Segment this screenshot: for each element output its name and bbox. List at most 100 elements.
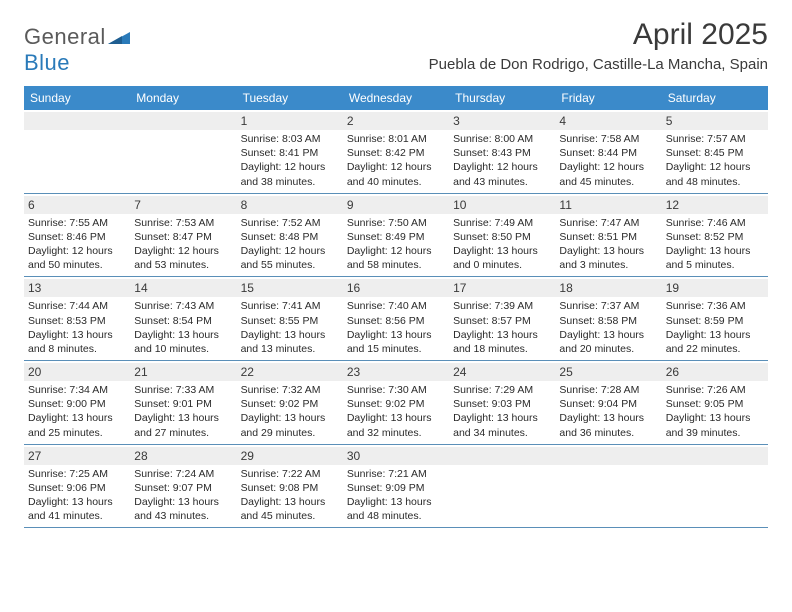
day-number: 3 bbox=[449, 112, 555, 130]
day-number: 11 bbox=[555, 196, 661, 214]
daylight-line-1: Daylight: 13 hours bbox=[347, 328, 445, 342]
daylight-line-2: and 13 minutes. bbox=[241, 342, 339, 356]
weeks-container: 1Sunrise: 8:03 AMSunset: 8:41 PMDaylight… bbox=[24, 110, 768, 528]
day-cell: 7Sunrise: 7:53 AMSunset: 8:47 PMDaylight… bbox=[130, 194, 236, 277]
sunrise-line: Sunrise: 7:37 AM bbox=[559, 299, 657, 313]
daylight-line-2: and 55 minutes. bbox=[241, 258, 339, 272]
sunrise-line: Sunrise: 7:43 AM bbox=[134, 299, 232, 313]
sunrise-line: Sunrise: 7:36 AM bbox=[666, 299, 764, 313]
day-cell-empty bbox=[555, 445, 661, 528]
sunset-line: Sunset: 8:46 PM bbox=[28, 230, 126, 244]
daylight-line-2: and 48 minutes. bbox=[347, 509, 445, 523]
day-number: 8 bbox=[237, 196, 343, 214]
sunrise-line: Sunrise: 7:25 AM bbox=[28, 467, 126, 481]
sunrise-line: Sunrise: 7:32 AM bbox=[241, 383, 339, 397]
daylight-line-1: Daylight: 13 hours bbox=[666, 328, 764, 342]
daylight-line-1: Daylight: 13 hours bbox=[347, 495, 445, 509]
sunrise-line: Sunrise: 8:03 AM bbox=[241, 132, 339, 146]
daylight-line-2: and 3 minutes. bbox=[559, 258, 657, 272]
weekday-header-row: SundayMondayTuesdayWednesdayThursdayFrid… bbox=[24, 86, 768, 110]
month-title: April 2025 bbox=[429, 18, 768, 52]
weekday-header: Sunday bbox=[24, 86, 130, 110]
sunset-line: Sunset: 8:53 PM bbox=[28, 314, 126, 328]
daylight-line-1: Daylight: 13 hours bbox=[666, 244, 764, 258]
title-block: April 2025 Puebla de Don Rodrigo, Castil… bbox=[429, 18, 768, 73]
day-cell: 29Sunrise: 7:22 AMSunset: 9:08 PMDayligh… bbox=[237, 445, 343, 528]
weekday-header: Monday bbox=[130, 86, 236, 110]
sunrise-line: Sunrise: 7:40 AM bbox=[347, 299, 445, 313]
week-row: 27Sunrise: 7:25 AMSunset: 9:06 PMDayligh… bbox=[24, 445, 768, 529]
weekday-header: Wednesday bbox=[343, 86, 449, 110]
daylight-line-2: and 18 minutes. bbox=[453, 342, 551, 356]
sunrise-line: Sunrise: 7:28 AM bbox=[559, 383, 657, 397]
sunset-line: Sunset: 9:07 PM bbox=[134, 481, 232, 495]
sunrise-line: Sunrise: 7:24 AM bbox=[134, 467, 232, 481]
sunset-line: Sunset: 8:57 PM bbox=[453, 314, 551, 328]
day-number: 13 bbox=[24, 279, 130, 297]
daylight-line-2: and 32 minutes. bbox=[347, 426, 445, 440]
day-number: 25 bbox=[555, 363, 661, 381]
daylight-line-2: and 25 minutes. bbox=[28, 426, 126, 440]
sunset-line: Sunset: 8:55 PM bbox=[241, 314, 339, 328]
sunrise-line: Sunrise: 7:21 AM bbox=[347, 467, 445, 481]
day-number: 1 bbox=[237, 112, 343, 130]
day-cell: 13Sunrise: 7:44 AMSunset: 8:53 PMDayligh… bbox=[24, 277, 130, 360]
daylight-line-2: and 5 minutes. bbox=[666, 258, 764, 272]
daylight-line-1: Daylight: 13 hours bbox=[28, 411, 126, 425]
sunrise-line: Sunrise: 8:01 AM bbox=[347, 132, 445, 146]
day-number: 30 bbox=[343, 447, 449, 465]
logo-triangle-icon bbox=[108, 24, 130, 50]
daylight-line-2: and 8 minutes. bbox=[28, 342, 126, 356]
daylight-line-2: and 43 minutes. bbox=[453, 175, 551, 189]
day-number: 21 bbox=[130, 363, 236, 381]
day-number: 10 bbox=[449, 196, 555, 214]
daylight-line-2: and 40 minutes. bbox=[347, 175, 445, 189]
sunset-line: Sunset: 9:08 PM bbox=[241, 481, 339, 495]
logo-text-1: General bbox=[24, 24, 106, 49]
day-number bbox=[130, 112, 236, 130]
daylight-line-1: Daylight: 13 hours bbox=[241, 495, 339, 509]
daylight-line-1: Daylight: 12 hours bbox=[241, 160, 339, 174]
daylight-line-2: and 38 minutes. bbox=[241, 175, 339, 189]
day-cell: 1Sunrise: 8:03 AMSunset: 8:41 PMDaylight… bbox=[237, 110, 343, 193]
daylight-line-2: and 45 minutes. bbox=[559, 175, 657, 189]
day-cell: 9Sunrise: 7:50 AMSunset: 8:49 PMDaylight… bbox=[343, 194, 449, 277]
sunrise-line: Sunrise: 7:39 AM bbox=[453, 299, 551, 313]
day-cell: 26Sunrise: 7:26 AMSunset: 9:05 PMDayligh… bbox=[662, 361, 768, 444]
daylight-line-2: and 39 minutes. bbox=[666, 426, 764, 440]
daylight-line-2: and 53 minutes. bbox=[134, 258, 232, 272]
sunset-line: Sunset: 9:03 PM bbox=[453, 397, 551, 411]
sunrise-line: Sunrise: 7:53 AM bbox=[134, 216, 232, 230]
day-cell: 10Sunrise: 7:49 AMSunset: 8:50 PMDayligh… bbox=[449, 194, 555, 277]
day-number: 26 bbox=[662, 363, 768, 381]
daylight-line-2: and 48 minutes. bbox=[666, 175, 764, 189]
day-number: 28 bbox=[130, 447, 236, 465]
day-cell: 11Sunrise: 7:47 AMSunset: 8:51 PMDayligh… bbox=[555, 194, 661, 277]
week-row: 13Sunrise: 7:44 AMSunset: 8:53 PMDayligh… bbox=[24, 277, 768, 361]
daylight-line-1: Daylight: 13 hours bbox=[453, 411, 551, 425]
header: GeneralBlue April 2025 Puebla de Don Rod… bbox=[24, 18, 768, 76]
day-number: 2 bbox=[343, 112, 449, 130]
daylight-line-1: Daylight: 12 hours bbox=[28, 244, 126, 258]
day-number: 16 bbox=[343, 279, 449, 297]
daylight-line-2: and 45 minutes. bbox=[241, 509, 339, 523]
calendar-grid: SundayMondayTuesdayWednesdayThursdayFrid… bbox=[24, 86, 768, 528]
sunset-line: Sunset: 8:48 PM bbox=[241, 230, 339, 244]
daylight-line-1: Daylight: 12 hours bbox=[134, 244, 232, 258]
day-number: 14 bbox=[130, 279, 236, 297]
day-number: 12 bbox=[662, 196, 768, 214]
sunset-line: Sunset: 9:09 PM bbox=[347, 481, 445, 495]
sunset-line: Sunset: 8:49 PM bbox=[347, 230, 445, 244]
daylight-line-1: Daylight: 12 hours bbox=[666, 160, 764, 174]
sunset-line: Sunset: 8:42 PM bbox=[347, 146, 445, 160]
day-cell: 16Sunrise: 7:40 AMSunset: 8:56 PMDayligh… bbox=[343, 277, 449, 360]
sunrise-line: Sunrise: 7:26 AM bbox=[666, 383, 764, 397]
week-row: 1Sunrise: 8:03 AMSunset: 8:41 PMDaylight… bbox=[24, 110, 768, 194]
sunset-line: Sunset: 8:51 PM bbox=[559, 230, 657, 244]
daylight-line-1: Daylight: 13 hours bbox=[347, 411, 445, 425]
sunset-line: Sunset: 8:52 PM bbox=[666, 230, 764, 244]
daylight-line-1: Daylight: 13 hours bbox=[559, 244, 657, 258]
daylight-line-1: Daylight: 13 hours bbox=[453, 328, 551, 342]
day-cell: 24Sunrise: 7:29 AMSunset: 9:03 PMDayligh… bbox=[449, 361, 555, 444]
daylight-line-1: Daylight: 12 hours bbox=[347, 160, 445, 174]
